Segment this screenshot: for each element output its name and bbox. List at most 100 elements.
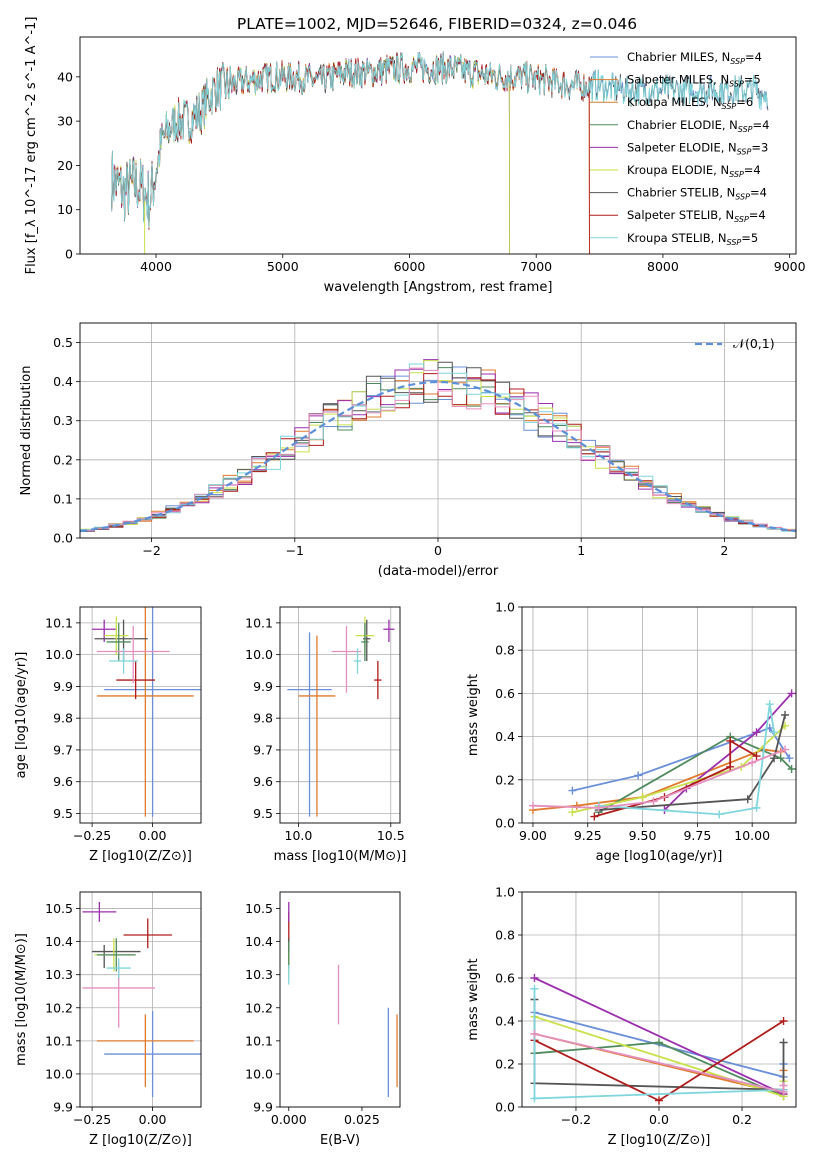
legend-label: Chabrier MILES, NSSP=4: [627, 50, 762, 66]
weight-marker: [655, 1038, 663, 1047]
legend-label: 𝒩(0,1): [733, 336, 775, 351]
weight-line: [572, 725, 786, 814]
weight-marker: [785, 754, 794, 763]
x-axis-label: (data-model)/error: [378, 564, 499, 579]
x-axis-label: wavelength [Angstrom, rest frame]: [324, 280, 553, 295]
legend-subscript: SSP: [722, 102, 737, 111]
z-age-panel: −0.25 0.00 9.5 9.6 9.7 9.8 9.9 10.0 10.1 Z [log10…: [14, 606, 202, 864]
x-tick-label: 10.5: [377, 828, 405, 843]
x-tick-label: 0: [434, 543, 442, 558]
weight-marker: [787, 765, 796, 773]
x-tick-label: 0.00: [139, 828, 167, 843]
x-axis-label: Z [log10(Z/Z⊙)]: [608, 1133, 711, 1148]
y-tick-label: 10.3: [245, 967, 273, 982]
x-tick-label: 0.025: [344, 1112, 380, 1127]
weight-marker: [530, 1029, 539, 1038]
y-axis-label: mass [log10(M/M⊙)]: [14, 933, 29, 1066]
spectrum-line: [111, 52, 510, 255]
y-tick-label: 10.5: [245, 901, 273, 916]
x-tick-label: −0.25: [73, 828, 111, 843]
x-tick-label: 9000: [774, 259, 806, 274]
x-tick-label: 10.00: [734, 828, 770, 843]
y-tick-label: 0.0: [495, 1100, 515, 1115]
x-axis-label: E(B-V): [320, 1133, 360, 1148]
y-tick-label: 30: [57, 114, 73, 129]
spectrum-line: [111, 52, 510, 255]
legend-subscript: SSP: [730, 57, 745, 66]
weight-marker: [590, 812, 599, 821]
x-axis-label: age [log10(age/yr)]: [596, 849, 723, 864]
x-tick-label: −2: [142, 543, 160, 558]
weight-marker: [743, 795, 752, 804]
y-axis-label: mass weight: [466, 958, 481, 1040]
figure-title: PLATE=1002, MJD=52646, FIBERID=0324, z=0…: [237, 15, 637, 33]
y-tick-label: 9.9: [53, 679, 73, 694]
weight-line: [663, 692, 793, 811]
y-tick-label: 10.0: [245, 647, 273, 662]
y-tick-label: 10.2: [245, 1000, 273, 1015]
y-tick-label: 0: [65, 247, 73, 262]
y-tick-label: 0.8: [495, 928, 515, 943]
y-tick-label: 10: [57, 202, 73, 217]
legend-subscript: SSP: [734, 215, 749, 224]
y-axis-label: Normed distribution: [19, 366, 34, 496]
y-tick-label: 9.5: [253, 806, 273, 821]
legend-subscript: SSP: [737, 147, 752, 156]
legend-label-rest: =4: [753, 118, 770, 132]
z-mass-panel: −0.25 0.00 9.9 10.0 10.1 10.2 10.3 10.4 10.5 Z [l…: [14, 891, 202, 1148]
weight-marker: [787, 689, 796, 698]
y-tick-label: 9.9: [253, 1100, 273, 1115]
x-tick-label: 1: [577, 543, 585, 558]
x-tick-label: 9.00: [519, 828, 547, 843]
x-tick-label: 4000: [140, 259, 172, 274]
y-tick-label: 9.5: [53, 806, 73, 821]
legend-label: Kroupa STELIB, NSSP=5: [627, 231, 758, 247]
x-tick-label: 6000: [394, 259, 426, 274]
x-tick-label: 0.0: [649, 1112, 669, 1127]
y-tick-label: 40: [57, 69, 73, 84]
x-tick-label: 9.75: [683, 828, 711, 843]
weight-marker: [779, 1017, 788, 1025]
spectrum-line: [111, 53, 590, 255]
legend-subscript: SSP: [729, 80, 744, 89]
weight-marker: [765, 700, 774, 709]
y-tick-label: 0.6: [495, 686, 515, 701]
legend-label: Kroupa ELODIE, NSSP=4: [627, 163, 761, 179]
x-tick-label: 5000: [267, 259, 299, 274]
x-tick-label: 9.50: [629, 828, 657, 843]
axes-frame: [79, 606, 202, 824]
y-axis-label: age [log10(age/yr)]: [14, 652, 29, 779]
legend-label: Chabrier ELODIE, NSSP=4: [627, 118, 769, 134]
mass-age-panel: 10.0 10.5 9.5 9.6 9.7 9.8 9.9 10.0 10.1 mass [log…: [245, 606, 406, 864]
spectrum-line: [111, 52, 510, 255]
y-tick-label: 0.0: [53, 531, 73, 546]
y-axis-label: mass weight: [466, 674, 481, 756]
y-tick-label: 9.6: [253, 774, 273, 789]
y-tick-label: 10.0: [45, 647, 73, 662]
legend-label: Salpeter MILES, NSSP=5: [627, 73, 761, 89]
x-tick-label: 0.000: [271, 1112, 307, 1127]
y-tick-label: 0.4: [495, 1014, 515, 1029]
y-tick-label: 10.1: [245, 1033, 273, 1048]
normal-curve: [79, 380, 797, 533]
weight-marker: [752, 728, 761, 737]
y-tick-label: 1.0: [495, 885, 515, 900]
x-axis-label: Z [log10(Z/Z⊙)]: [89, 1133, 192, 1148]
z-weight-panel: −0.2 0.0 0.2 0.0 0.2 0.4 0.6 0.8 1.0 Z [log10(Z/Z…: [466, 885, 797, 1148]
residuals-panel: −2 −1 0 1 2 0.0 0.1 0.2 0.3 0.4 0.5 (data-model)/er…: [19, 322, 797, 579]
weight-marker: [779, 1038, 788, 1047]
y-tick-label: 9.8: [253, 711, 273, 726]
legend-label-rest: =5: [741, 231, 758, 245]
weight-marker: [752, 803, 761, 812]
y-tick-label: 20: [57, 158, 73, 173]
x-tick-label: 10.0: [285, 828, 313, 843]
legend-label-rest: =5: [744, 73, 761, 87]
weight-marker: [781, 711, 790, 719]
x-tick-label: −1: [286, 543, 304, 558]
weight-marker: [752, 752, 761, 761]
y-tick-label: 10.0: [245, 1066, 273, 1081]
weight-marker: [715, 810, 724, 819]
y-tick-label: 10.1: [45, 1033, 73, 1048]
y-tick-label: 10.5: [45, 901, 73, 916]
